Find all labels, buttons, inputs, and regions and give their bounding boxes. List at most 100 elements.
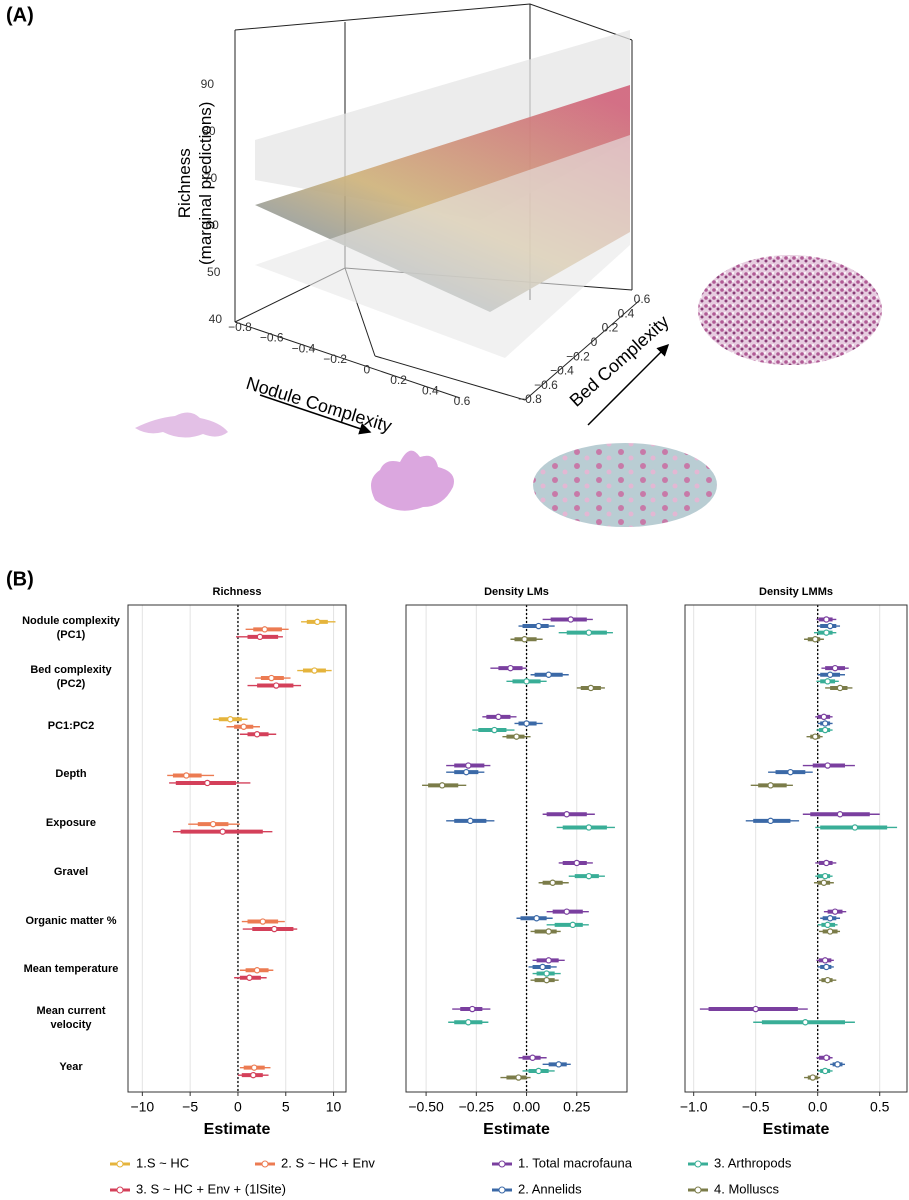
estimate-point [824,976,831,984]
estimate-point [836,684,844,692]
legend-label: 2. Annelids [518,1181,582,1196]
x-tick-label: −1.0 [680,1099,708,1115]
estimate-point [495,713,502,721]
estimate-point [823,1054,830,1061]
legend-label: 4. Molluscs [714,1181,780,1196]
y-tick-label: 0 [591,335,598,349]
estimate-point [820,879,828,886]
row-label: Gravel [53,865,89,878]
estimate-point [823,629,830,636]
x-tick-label: 0.6 [454,394,471,408]
estimate-point [515,1074,522,1081]
estimate-point [491,726,498,734]
estimate-point [259,918,267,925]
legend-swatch [261,1160,269,1168]
estimate-point [261,626,268,633]
estimate-point [543,970,550,977]
estimate-point [545,928,552,935]
z-tick-label: 90 [201,77,215,91]
z-tick-label: 60 [205,218,219,232]
panel-title: Density LMMs [759,586,833,598]
x-tick-label: −0.25 [459,1099,495,1115]
z-tick-label: 50 [207,265,221,279]
estimate-point [523,720,530,727]
panel-label: (B) [6,568,34,590]
estimate-point [824,762,831,769]
estimate-point [802,1019,809,1026]
legend-label: 1.S ~ HC [136,1155,189,1170]
estimate-point [826,622,834,630]
x-tick-label: −0.8 [228,320,252,334]
estimate-point [569,921,576,929]
estimate-point [273,682,280,689]
estimate-point [250,1071,257,1079]
legend-swatch [498,1186,506,1194]
estimate-point [820,713,828,721]
estimate-point [219,828,226,835]
estimate-point [311,667,318,674]
legend-swatch [694,1160,702,1168]
estimate-point [555,1061,562,1068]
row-label: PC1:PC2 [47,719,95,732]
estimate-point [587,684,595,692]
estimate-point [253,731,261,738]
estimate-point [563,811,570,818]
estimate-point [831,664,839,672]
row-label: Exposure [45,817,97,830]
row-label: Mean current velocity [36,1004,106,1031]
estimate-point [507,664,514,672]
estimate-point [465,762,472,769]
panel-frame [127,604,347,1093]
box [234,3,641,401]
estimate-point [823,963,830,971]
estimate-point [836,811,844,818]
row-label: Bed complexity (PC2) [30,664,112,690]
estimate-point [209,820,217,828]
estimate-point [314,618,321,626]
x-tick-label: −0.6 [260,331,284,345]
estimate-point [513,733,520,740]
axis-arrows [259,343,670,435]
estimate-point [535,1067,542,1075]
estimate-point [823,616,830,623]
x-tick-label: −0.5 [742,1099,770,1115]
estimate-point [767,817,774,825]
estimate-point [253,967,261,974]
z-tick-label: 70 [204,171,218,185]
estimate-point [545,671,552,678]
y-tick-label: 0.6 [634,292,651,306]
x-tick-label: −0.50 [408,1099,444,1115]
legend-label: 2. S ~ HC + Env [281,1155,375,1170]
x-axis-label: Estimate [204,1121,271,1138]
z-tick-label: 40 [209,312,223,326]
estimate-point [787,768,794,776]
estimate-point [535,622,542,630]
legend-swatch [694,1186,702,1194]
estimate-point [529,1054,536,1061]
panel-label: (A) [6,4,34,26]
estimate-point [567,616,574,623]
estimate-point [812,733,819,740]
estimate-point [821,1067,829,1075]
panel-title: Richness [213,586,262,598]
estimate-point [851,824,859,831]
x-tick-label: −10 [130,1099,154,1115]
estimate-point [831,908,839,915]
estimate-point [824,678,831,685]
y-tick-label: −0.6 [534,378,558,392]
legend-swatch [498,1160,506,1168]
row-label: Depth [55,768,87,781]
estimate-point [826,915,834,922]
estimate-point [834,1061,841,1068]
estimate-point [465,1019,472,1026]
estimate-point [545,957,552,964]
estimate-point [767,782,774,789]
estimate-point [573,859,580,867]
illustrations [135,255,882,527]
z-tick-label: 80 [202,124,216,138]
estimate-point [821,957,829,964]
estimate-point [826,671,834,678]
legend-swatch [116,1160,124,1168]
